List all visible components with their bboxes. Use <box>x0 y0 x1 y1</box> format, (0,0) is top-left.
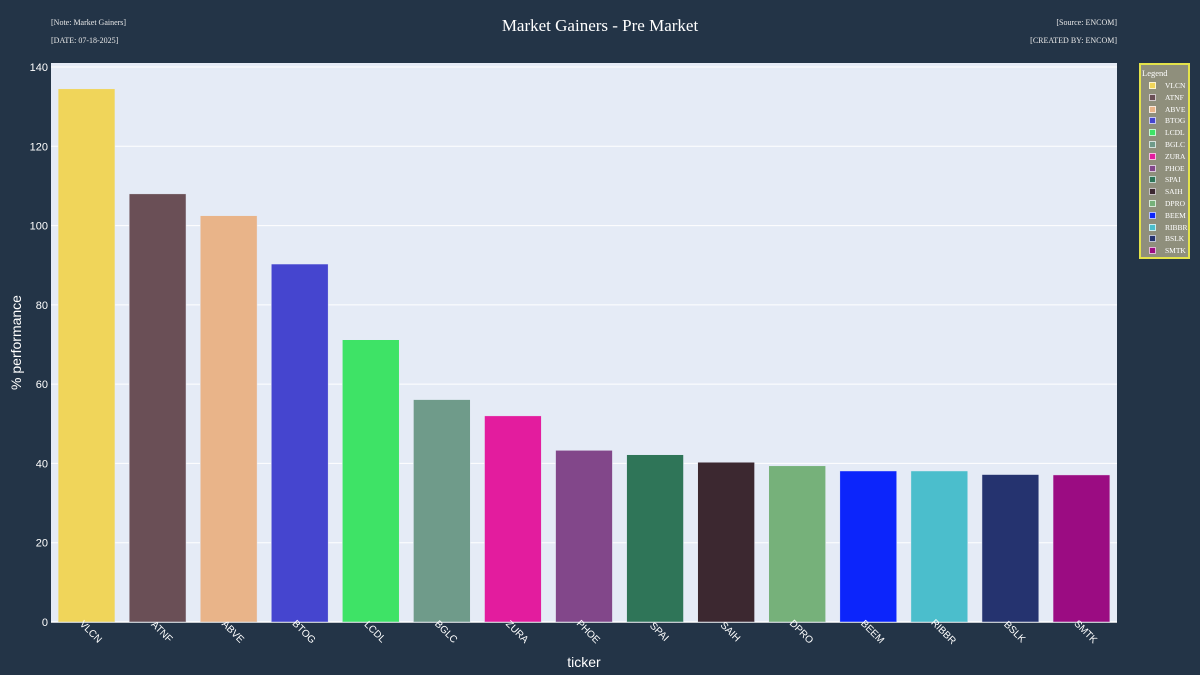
legend-item-abve[interactable]: ABVE <box>1149 105 1193 115</box>
x-axis-title: ticker <box>567 654 601 670</box>
legend: Legend VLCN ATNF ABVE BTOG LCDL BGLC ZURA PHOE S… <box>1139 63 1190 259</box>
bar-bglc <box>413 399 471 623</box>
x-tick-label: BSLK <box>1001 619 1027 645</box>
legend-item-phoe[interactable]: PHOE <box>1149 164 1193 174</box>
legend-swatch <box>1149 188 1156 196</box>
bar-vlcn <box>57 88 116 623</box>
legend-label: BEEM <box>1165 210 1186 220</box>
x-tick-label: SAIH <box>718 620 742 644</box>
x-tick-label: BGLC <box>432 619 459 646</box>
legend-label: BGLC <box>1165 140 1186 149</box>
y-tick-label: 80 <box>36 300 48 312</box>
bar-lcdl <box>342 339 400 623</box>
legend-swatch <box>1149 152 1156 160</box>
legend-label: ZURA <box>1165 151 1186 161</box>
legend-item-bglc[interactable]: BGLC <box>1149 140 1193 150</box>
bar-saih <box>697 461 755 623</box>
x-tick-label: LCDL <box>362 619 388 645</box>
chart-title: Market Gainers - Pre Market <box>501 16 699 35</box>
legend-label: SMTK <box>1165 246 1186 256</box>
note-text: [Note: Market Gainers] <box>51 18 127 27</box>
legend-item-beem[interactable]: BEEM <box>1149 211 1193 221</box>
legend-item-lcdl[interactable]: LCDL <box>1149 128 1193 138</box>
legend-label: RIBBR <box>1165 222 1188 232</box>
legend-swatch <box>1149 141 1156 148</box>
legend-label: BSLK <box>1165 234 1185 244</box>
bar-dpro <box>768 465 826 623</box>
bar-atnf <box>128 193 187 623</box>
x-tick-label: ABVE <box>219 619 246 646</box>
legend-item-saih[interactable]: SAIH <box>1149 187 1193 197</box>
legend-item-atnf[interactable]: ATNF <box>1149 93 1193 103</box>
y-tick-label: 140 <box>30 62 48 74</box>
legend-swatch <box>1149 247 1156 255</box>
legend-title: Legend <box>1142 68 1168 78</box>
legend-swatch <box>1149 117 1156 125</box>
legend-item-bslk[interactable]: BSLK <box>1149 234 1193 244</box>
legend-swatch <box>1149 211 1156 219</box>
y-tick-label: 120 <box>30 141 48 153</box>
legend-swatch <box>1149 235 1156 243</box>
legend-swatch <box>1149 82 1156 89</box>
bar-smtk <box>1052 474 1111 623</box>
x-tick-label: SPAI <box>647 621 670 644</box>
legend-label: PHOE <box>1165 163 1185 173</box>
legend-label: SAIH <box>1165 187 1183 197</box>
bar-spai <box>626 454 684 623</box>
legend-swatch <box>1149 105 1156 113</box>
legend-swatch <box>1149 93 1156 101</box>
bar-abve <box>199 215 258 623</box>
legend-swatch <box>1149 223 1156 231</box>
legend-item-spai[interactable]: SPAI <box>1149 175 1193 185</box>
bar-btog <box>271 263 329 623</box>
legend-item-btog[interactable]: BTOG <box>1149 116 1193 126</box>
legend-swatch <box>1149 164 1156 172</box>
y-tick-label: 20 <box>36 538 48 550</box>
y-tick-label: 0 <box>42 617 48 629</box>
legend-swatch <box>1149 129 1156 137</box>
legend-label: ATNF <box>1165 92 1184 102</box>
bar-bslk <box>981 474 1040 623</box>
y-tick-label: 60 <box>36 379 48 391</box>
y-axis-title: % performance <box>8 295 24 390</box>
legend-item-smtk[interactable]: SMTK <box>1149 246 1193 256</box>
source-text: [Source: ENCOM] <box>1056 18 1117 27</box>
legend-label: DPRO <box>1165 199 1186 208</box>
created-by-text: [CREATED BY: ENCOM] <box>1030 36 1117 45</box>
bar-phoe <box>555 450 613 623</box>
legend-label: ABVE <box>1165 104 1186 114</box>
legend-label: LCDL <box>1165 128 1185 138</box>
y-tick-label: 100 <box>30 221 48 233</box>
x-tick-label: VLCN <box>77 619 104 646</box>
date-text: [DATE: 07-18-2025] <box>51 36 119 45</box>
x-tick-label: ZURA <box>503 619 530 646</box>
legend-item-ribbr[interactable]: RIBBR <box>1149 223 1193 233</box>
legend-swatch <box>1149 176 1156 184</box>
bar-beem <box>839 470 897 623</box>
bar-zura <box>484 415 542 623</box>
legend-label: BTOG <box>1165 116 1186 126</box>
legend-item-vlcn[interactable]: VLCN <box>1149 81 1193 91</box>
x-tick-label: ATNF <box>149 619 175 645</box>
legend-label: SPAI <box>1165 175 1181 185</box>
legend-item-dpro[interactable]: DPRO <box>1149 199 1193 209</box>
y-tick-label: 40 <box>36 458 48 470</box>
bar-ribbr <box>910 470 969 623</box>
legend-swatch <box>1149 200 1156 207</box>
legend-label: VLCN <box>1165 81 1186 90</box>
legend-item-zura[interactable]: ZURA <box>1149 152 1193 162</box>
